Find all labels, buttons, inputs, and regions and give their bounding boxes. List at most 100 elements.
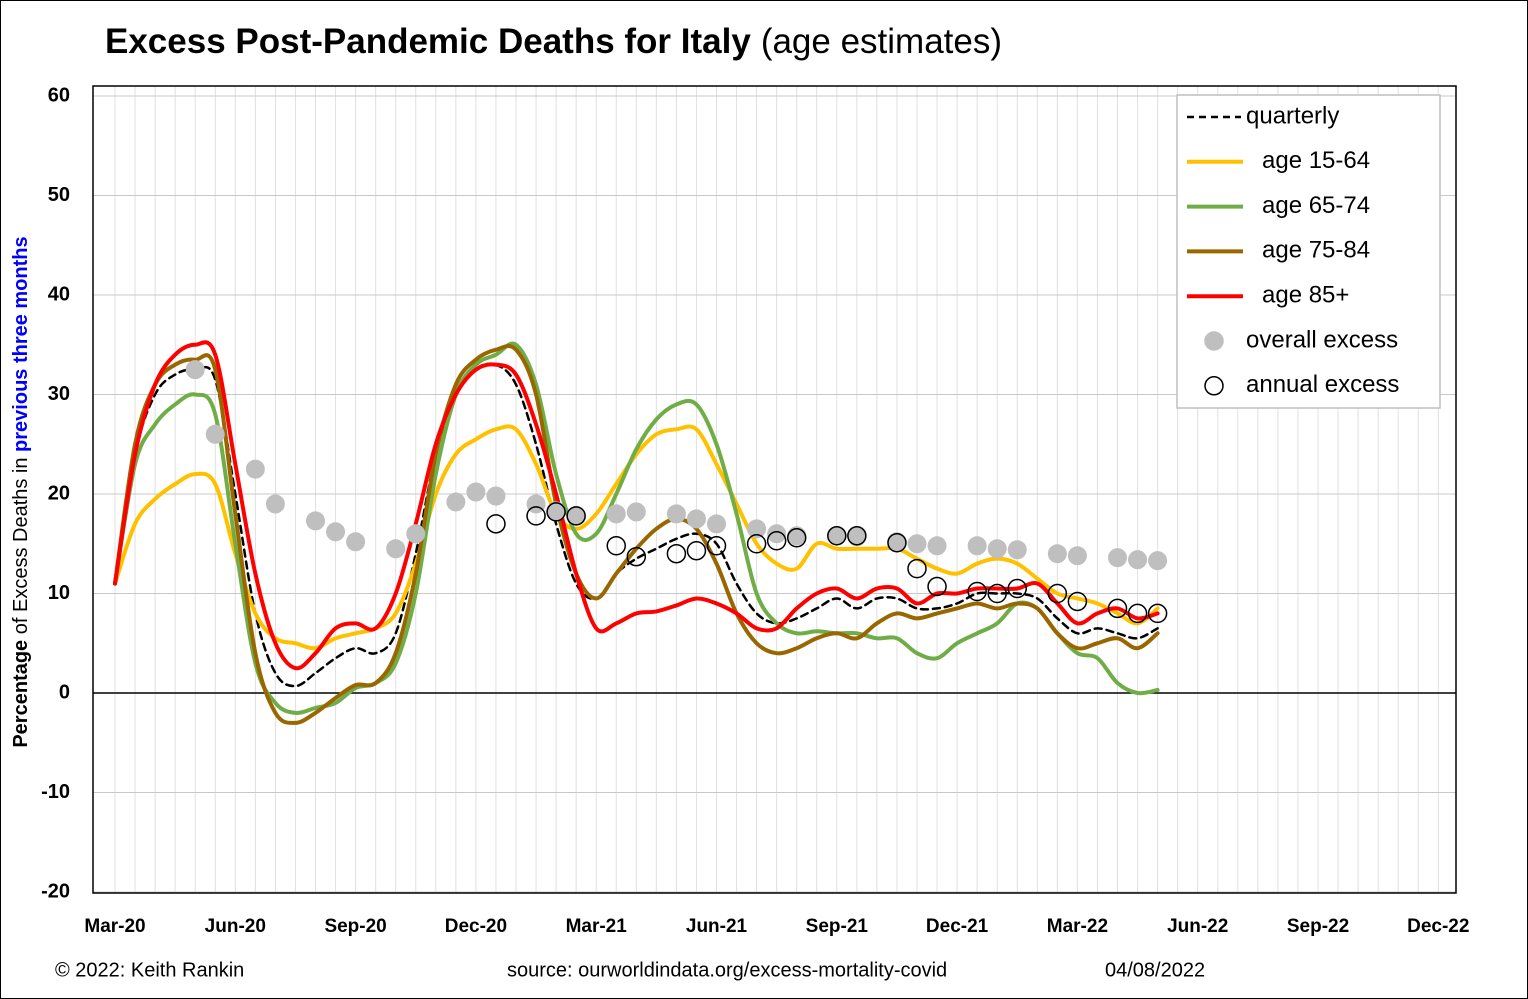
x-tick-label: Sep-21: [806, 916, 869, 937]
x-tick-label: Mar-22: [1047, 916, 1108, 937]
annual-point: [1147, 603, 1168, 624]
x-tick-label: Mar-21: [566, 916, 628, 937]
title-main: Excess Post-Pandemic Deaths for Italy: [105, 22, 751, 61]
overall-point: [927, 536, 947, 556]
annual-point: [706, 535, 727, 556]
y-tick-label: -20: [41, 880, 70, 902]
legend-label: overall excess: [1246, 326, 1398, 353]
overall-point: [686, 509, 706, 529]
x-tick-label: Sep-20: [324, 916, 386, 937]
chart-title: Excess Post-Pandemic Deaths for Italy (ag…: [105, 22, 1002, 61]
legend-label: annual excess: [1246, 371, 1399, 398]
legend-label: age 65-74: [1262, 192, 1370, 219]
legend-label: quarterly: [1246, 102, 1339, 129]
annual-point: [1047, 583, 1068, 604]
annual-point: [626, 546, 647, 567]
annual-point: [786, 528, 807, 548]
overall-point: [486, 486, 506, 506]
series-line: [113, 340, 1160, 671]
y-tick-label: -10: [41, 781, 70, 803]
y-tick-label: 20: [48, 482, 70, 504]
annual-point: [1007, 578, 1027, 599]
overall-point: [707, 514, 726, 534]
annual-point: [686, 540, 707, 561]
annual-point: [907, 558, 927, 579]
x-tick-label: Dec-22: [1407, 916, 1469, 937]
y-tick-label: 60: [48, 84, 70, 106]
annual-point: [666, 543, 687, 564]
overall-point: [1067, 546, 1087, 566]
overall-point: [1007, 540, 1027, 560]
y-axis-label: Percentage of Excess Deaths in previous …: [10, 236, 32, 747]
y-label-part: Percentage: [10, 640, 32, 748]
title-note: (age estimates): [761, 22, 1002, 61]
overall-point: [466, 482, 486, 502]
overall-point: [1108, 548, 1127, 568]
overall-point: [446, 492, 466, 512]
footer-credit: © 2022: Keith Rankin: [55, 959, 244, 981]
legend-swatch: [1204, 376, 1224, 396]
annual-point: [927, 576, 947, 597]
plot-frame: [92, 85, 1457, 894]
series-line: [113, 362, 1159, 688]
overall-point: [967, 536, 987, 556]
annual-point: [847, 526, 867, 546]
annual-point: [967, 581, 987, 602]
series-line: [113, 341, 1160, 715]
x-tick-label: Mar-20: [84, 916, 145, 937]
x-tick-label: Jun-20: [205, 916, 266, 937]
annual-point: [887, 533, 907, 553]
annual-point: [546, 502, 566, 522]
overall-point: [245, 459, 265, 479]
overall-point: [346, 532, 366, 552]
series-line: [113, 424, 1160, 651]
overall-point: [1128, 550, 1148, 570]
overall-point: [1047, 544, 1067, 564]
overall-point: [626, 502, 646, 522]
overall-point: [205, 424, 225, 444]
x-tick-label: Dec-20: [445, 916, 507, 937]
legend-label: age 85+: [1262, 282, 1349, 309]
overall-point: [987, 539, 1007, 559]
annual-point: [566, 506, 586, 526]
legend-label: age 75-84: [1262, 237, 1370, 264]
plot-area: [93, 86, 1456, 893]
overall-point: [406, 524, 426, 544]
y-tick-label: 30: [48, 383, 70, 405]
x-tick-label: Sep-22: [1287, 916, 1349, 937]
annual-point: [606, 535, 626, 556]
annual-point: [987, 583, 1007, 604]
footer-source: source: ourworldindata.org/excess-mortal…: [507, 959, 947, 981]
y-label-part: previous three months: [10, 236, 32, 452]
y-label-part: of Excess Deaths in: [10, 452, 32, 640]
legend-label: age 15-64: [1262, 147, 1370, 174]
x-tick-label: Dec-21: [926, 916, 989, 937]
annual-point: [1067, 591, 1088, 612]
overall-point: [747, 519, 767, 539]
overall-point: [907, 534, 927, 554]
legend-swatch: [1204, 331, 1224, 351]
overall-point: [767, 524, 787, 544]
annual-point: [827, 526, 847, 546]
footer-date: 04/08/2022: [1105, 959, 1205, 981]
overall-point: [326, 522, 346, 542]
annual-point: [766, 531, 787, 551]
annual-point: [746, 534, 767, 554]
annual-point: [526, 506, 546, 526]
x-tick-label: Jun-21: [686, 916, 748, 937]
overall-point: [606, 504, 626, 524]
y-tick-label: 50: [48, 184, 70, 206]
overall-point: [666, 504, 686, 524]
annual-point: [486, 514, 506, 534]
y-tick-label: 0: [59, 681, 70, 703]
overall-point: [1148, 551, 1168, 571]
overall-point: [386, 539, 406, 559]
annual-point: [1127, 603, 1148, 624]
y-tick-label: 40: [48, 283, 70, 305]
overall-point: [185, 360, 205, 380]
legend: quarterly age 15-64 age 65-74 age 75-84 age …: [1176, 94, 1441, 409]
y-tick-label: 10: [48, 582, 70, 604]
series-line: [113, 344, 1160, 725]
annual-point: [1107, 598, 1128, 619]
